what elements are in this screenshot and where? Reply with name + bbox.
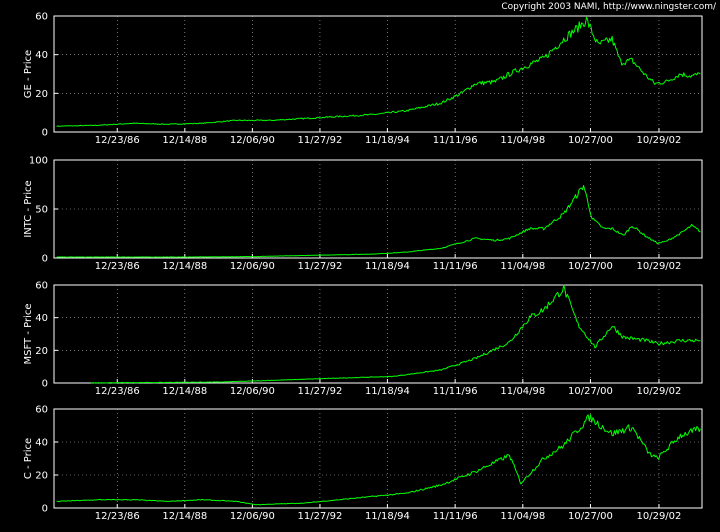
x-tick-label: 12/14/88 (162, 511, 207, 522)
y-tick-label: 60 (35, 281, 48, 292)
x-tick-label: 12/06/90 (230, 511, 275, 522)
y-tick-label: 40 (35, 50, 48, 61)
x-tick-label: 12/06/90 (230, 261, 275, 272)
x-tick-label: 11/11/96 (433, 261, 478, 272)
y-tick-label: 60 (35, 12, 48, 23)
x-tick-label: 11/27/92 (297, 261, 342, 272)
x-tick-label: 11/11/96 (433, 511, 478, 522)
x-tick-label: 12/23/86 (95, 386, 140, 397)
x-tick-label: 11/18/94 (365, 135, 410, 146)
x-tick-label: 12/23/86 (95, 511, 140, 522)
series-line (56, 414, 701, 506)
y-axis-label: MSFT - Price (23, 303, 34, 364)
y-tick-label: 60 (35, 405, 48, 416)
x-tick-label: 10/27/00 (568, 511, 613, 522)
x-tick-label: 11/18/94 (365, 386, 410, 397)
x-tick-label: 12/23/86 (95, 261, 140, 272)
series-line (56, 16, 701, 127)
axes-frame (53, 408, 703, 509)
x-tick-label: 11/11/96 (433, 386, 478, 397)
y-tick-label: 20 (35, 89, 48, 100)
chart-panel: 0 20 40 60 12/23/86 12/14/88 12/06/90 11/27/92 1… (23, 12, 703, 146)
y-tick-label: 50 (35, 205, 48, 216)
x-tick-label: 10/29/02 (636, 386, 681, 397)
x-tick-label: 10/29/02 (636, 261, 681, 272)
x-tick-label: 12/14/88 (162, 386, 207, 397)
y-axis-label: C - Price (23, 438, 34, 479)
axes-frame (53, 284, 703, 384)
x-tick-label: 11/04/98 (500, 261, 545, 272)
x-tick-label: 11/18/94 (365, 511, 410, 522)
x-tick-label: 12/14/88 (162, 261, 207, 272)
x-tick-label: 11/04/98 (500, 511, 545, 522)
chart-panel: 0 50 100 12/23/86 12/14/88 12/06/90 11/27/92 11… (23, 156, 703, 272)
chart-panel: 0 20 40 60 12/23/86 12/14/88 12/06/90 11/27/92 1… (23, 405, 703, 522)
y-tick-label: 100 (29, 156, 48, 167)
y-tick-label: 20 (35, 346, 48, 357)
y-tick-label: 20 (35, 471, 48, 482)
y-tick-label: 0 (42, 379, 48, 390)
y-tick-label: 40 (35, 438, 48, 449)
x-tick-label: 10/27/00 (568, 135, 613, 146)
y-tick-label: 0 (42, 504, 48, 515)
series-line (90, 284, 701, 384)
x-tick-label: 11/27/92 (297, 135, 342, 146)
x-tick-label: 11/18/94 (365, 261, 410, 272)
series-line (56, 185, 701, 258)
x-tick-label: 10/27/00 (568, 261, 613, 272)
x-tick-label: 12/06/90 (230, 386, 275, 397)
x-tick-label: 12/23/86 (95, 135, 140, 146)
x-tick-label: 11/04/98 (500, 135, 545, 146)
x-tick-label: 12/06/90 (230, 135, 275, 146)
chart-panel: 0 20 40 60 12/23/86 12/14/88 12/06/90 11/27/92 1… (23, 281, 703, 397)
x-tick-label: 10/29/02 (636, 135, 681, 146)
y-axis-label: GE - Price (23, 50, 34, 98)
y-tick-label: 0 (42, 128, 48, 139)
axes-frame (53, 15, 703, 133)
x-tick-label: 11/27/92 (297, 511, 342, 522)
y-tick-label: 40 (35, 313, 48, 324)
y-axis-label: INTC - Price (23, 180, 34, 237)
x-tick-label: 11/04/98 (500, 386, 545, 397)
copyright-text: Copyright 2003 NAMI, http://www.ningster… (501, 2, 716, 12)
x-tick-label: 11/27/92 (297, 386, 342, 397)
x-tick-label: 12/14/88 (162, 135, 207, 146)
x-tick-label: 10/29/02 (636, 511, 681, 522)
y-tick-label: 0 (42, 254, 48, 265)
x-tick-label: 11/11/96 (433, 135, 478, 146)
x-tick-label: 10/27/00 (568, 386, 613, 397)
